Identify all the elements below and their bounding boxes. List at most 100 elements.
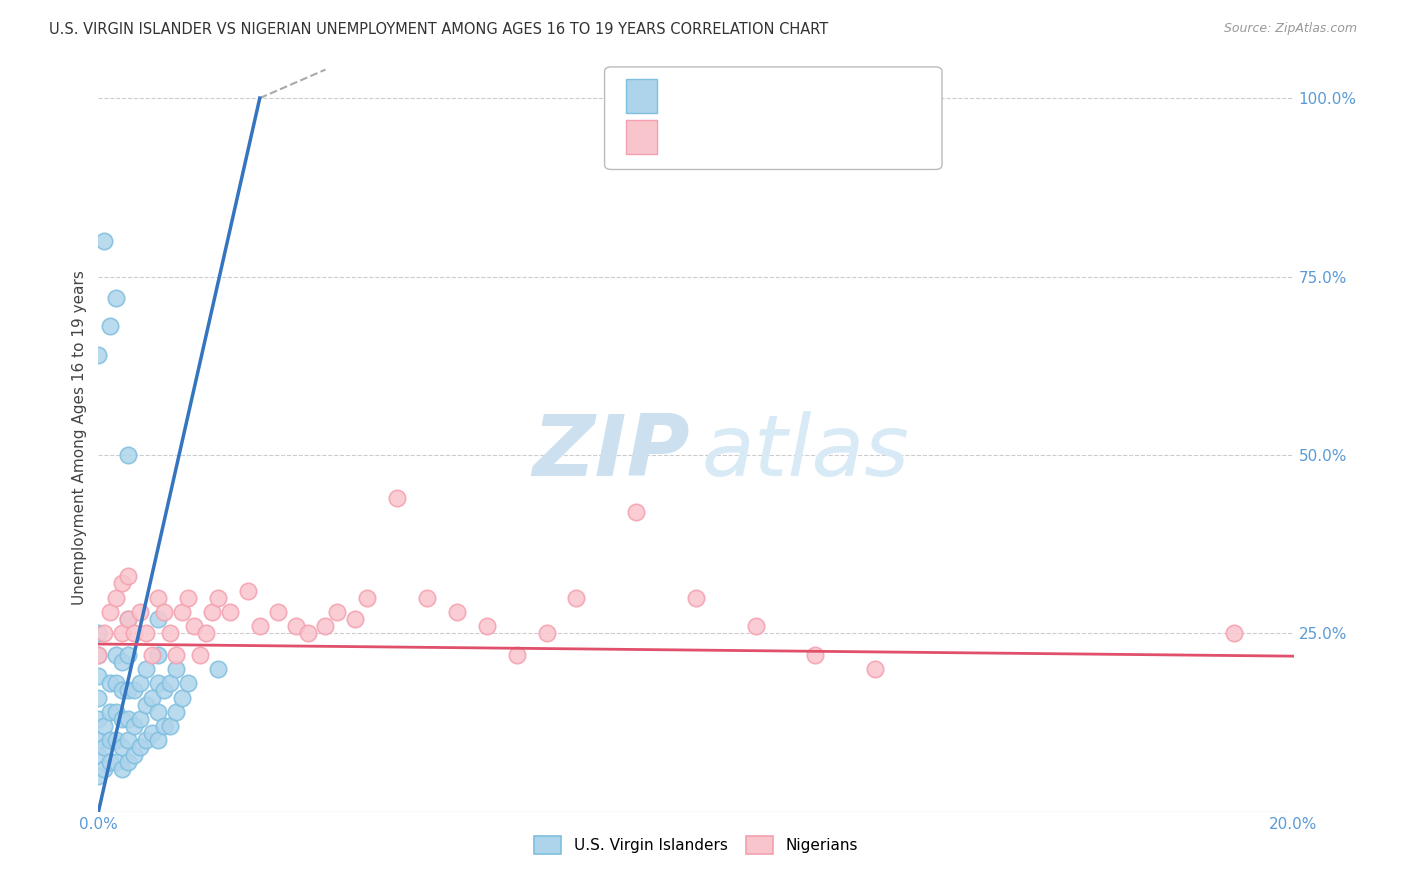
Text: R =   0.667   N = 60: R = 0.667 N = 60 — [668, 87, 868, 105]
Point — [111, 626, 134, 640]
Point — [219, 605, 242, 619]
Point — [188, 648, 211, 662]
Point — [207, 591, 229, 605]
Point — [93, 719, 115, 733]
Point — [129, 712, 152, 726]
Point — [172, 690, 194, 705]
Point — [98, 605, 122, 619]
Point — [153, 605, 176, 619]
Point — [87, 626, 110, 640]
Point — [249, 619, 271, 633]
Point — [135, 698, 157, 712]
Point — [315, 619, 337, 633]
Point — [804, 648, 827, 662]
Point — [105, 705, 128, 719]
Point — [105, 755, 128, 769]
Point — [105, 291, 128, 305]
Point — [117, 648, 139, 662]
Text: R = -0.020   N = 46: R = -0.020 N = 46 — [668, 128, 858, 146]
Point — [195, 626, 218, 640]
Point — [105, 648, 128, 662]
Point — [87, 733, 110, 747]
Point — [141, 690, 163, 705]
Point — [506, 648, 529, 662]
Point — [165, 662, 187, 676]
Point — [344, 612, 367, 626]
Text: ZIP: ZIP — [533, 410, 690, 493]
Point — [105, 591, 128, 605]
Point — [124, 683, 146, 698]
Point — [87, 669, 110, 683]
Point — [148, 612, 170, 626]
Text: U.S. VIRGIN ISLANDER VS NIGERIAN UNEMPLOYMENT AMONG AGES 16 TO 19 YEARS CORRELAT: U.S. VIRGIN ISLANDER VS NIGERIAN UNEMPLO… — [49, 22, 828, 37]
Point — [141, 648, 163, 662]
Point — [177, 676, 200, 690]
Point — [111, 655, 134, 669]
Point — [416, 591, 439, 605]
Point — [124, 747, 146, 762]
Point — [159, 676, 181, 690]
Point — [111, 762, 134, 776]
Point — [148, 591, 170, 605]
Legend: U.S. Virgin Islanders, Nigerians: U.S. Virgin Islanders, Nigerians — [527, 830, 865, 860]
Point — [111, 683, 134, 698]
Point — [117, 733, 139, 747]
Point — [326, 605, 349, 619]
Point — [98, 676, 122, 690]
Point — [124, 626, 146, 640]
Point — [159, 626, 181, 640]
Point — [297, 626, 319, 640]
Point — [111, 740, 134, 755]
Point — [117, 448, 139, 462]
Point — [148, 648, 170, 662]
Point — [165, 705, 187, 719]
Point — [207, 662, 229, 676]
Point — [87, 648, 110, 662]
Point — [105, 733, 128, 747]
Point — [117, 755, 139, 769]
Point — [267, 605, 290, 619]
Point — [93, 234, 115, 248]
Y-axis label: Unemployment Among Ages 16 to 19 years: Unemployment Among Ages 16 to 19 years — [72, 269, 87, 605]
Point — [385, 491, 409, 505]
Point — [475, 619, 498, 633]
Point — [87, 348, 110, 362]
Point — [201, 605, 224, 619]
Point — [111, 712, 134, 726]
Point — [98, 755, 122, 769]
Point — [93, 626, 115, 640]
Point — [565, 591, 588, 605]
Point — [87, 769, 110, 783]
Point — [98, 319, 122, 334]
Point — [87, 712, 110, 726]
Point — [153, 719, 176, 733]
Point — [148, 705, 170, 719]
Point — [98, 705, 122, 719]
Point — [124, 719, 146, 733]
Point — [626, 505, 648, 519]
Point — [148, 733, 170, 747]
Point — [153, 683, 176, 698]
Point — [135, 733, 157, 747]
Point — [159, 719, 181, 733]
Point — [1223, 626, 1246, 640]
Point — [117, 712, 139, 726]
Point — [236, 583, 259, 598]
Point — [183, 619, 205, 633]
Point — [356, 591, 378, 605]
Text: atlas: atlas — [702, 410, 910, 493]
Point — [129, 676, 152, 690]
Point — [93, 740, 115, 755]
Point — [129, 605, 152, 619]
Point — [141, 726, 163, 740]
Point — [117, 612, 139, 626]
Point — [93, 762, 115, 776]
Point — [865, 662, 887, 676]
Point — [117, 612, 139, 626]
Point — [135, 662, 157, 676]
Point — [129, 740, 152, 755]
Point — [165, 648, 187, 662]
Point — [685, 591, 707, 605]
Point — [98, 733, 122, 747]
Point — [105, 676, 128, 690]
